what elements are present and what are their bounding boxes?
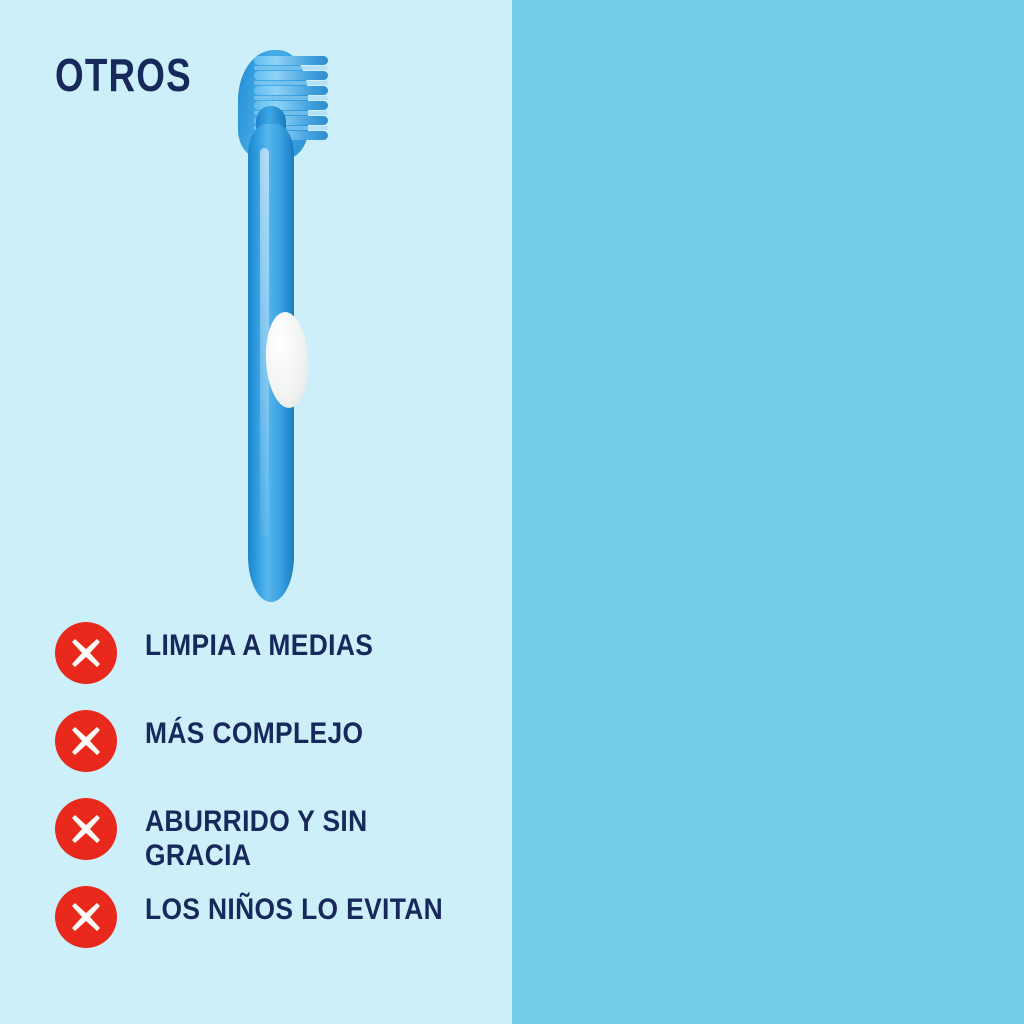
list-item-label: ABURRIDO Y SIN GRACIA (145, 805, 368, 872)
toothbrush-highlight (260, 148, 269, 538)
cross-icon (55, 798, 117, 860)
page-title: OTROS (55, 49, 192, 101)
manual-toothbrush-image (210, 28, 350, 603)
cross-icon (55, 710, 117, 772)
list-item: LOS NIÑOS LO EVITAN (55, 884, 495, 972)
cross-icon (55, 622, 117, 684)
list-item: ABURRIDO Y SIN GRACIA (55, 796, 495, 884)
right-comparison-panel: LIMPIEZA PROFUNDA 360° LIMPIEZA EN TAN S… (512, 0, 1024, 1024)
cross-icon (55, 886, 117, 948)
left-comparison-panel: OTROS (0, 0, 512, 1024)
list-item: LIMPIA A MEDIAS (55, 620, 495, 708)
list-item-label: LOS NIÑOS LO EVITAN (145, 893, 444, 926)
list-item-label: LIMPIA A MEDIAS (145, 629, 374, 662)
cons-list: LIMPIA A MEDIAS MÁS COMPLEJO ABURRIDO Y … (55, 620, 495, 972)
toothbrush-bristles (254, 54, 328, 152)
list-item-label: MÁS COMPLEJO (145, 717, 364, 750)
list-item: MÁS COMPLEJO (55, 708, 495, 796)
